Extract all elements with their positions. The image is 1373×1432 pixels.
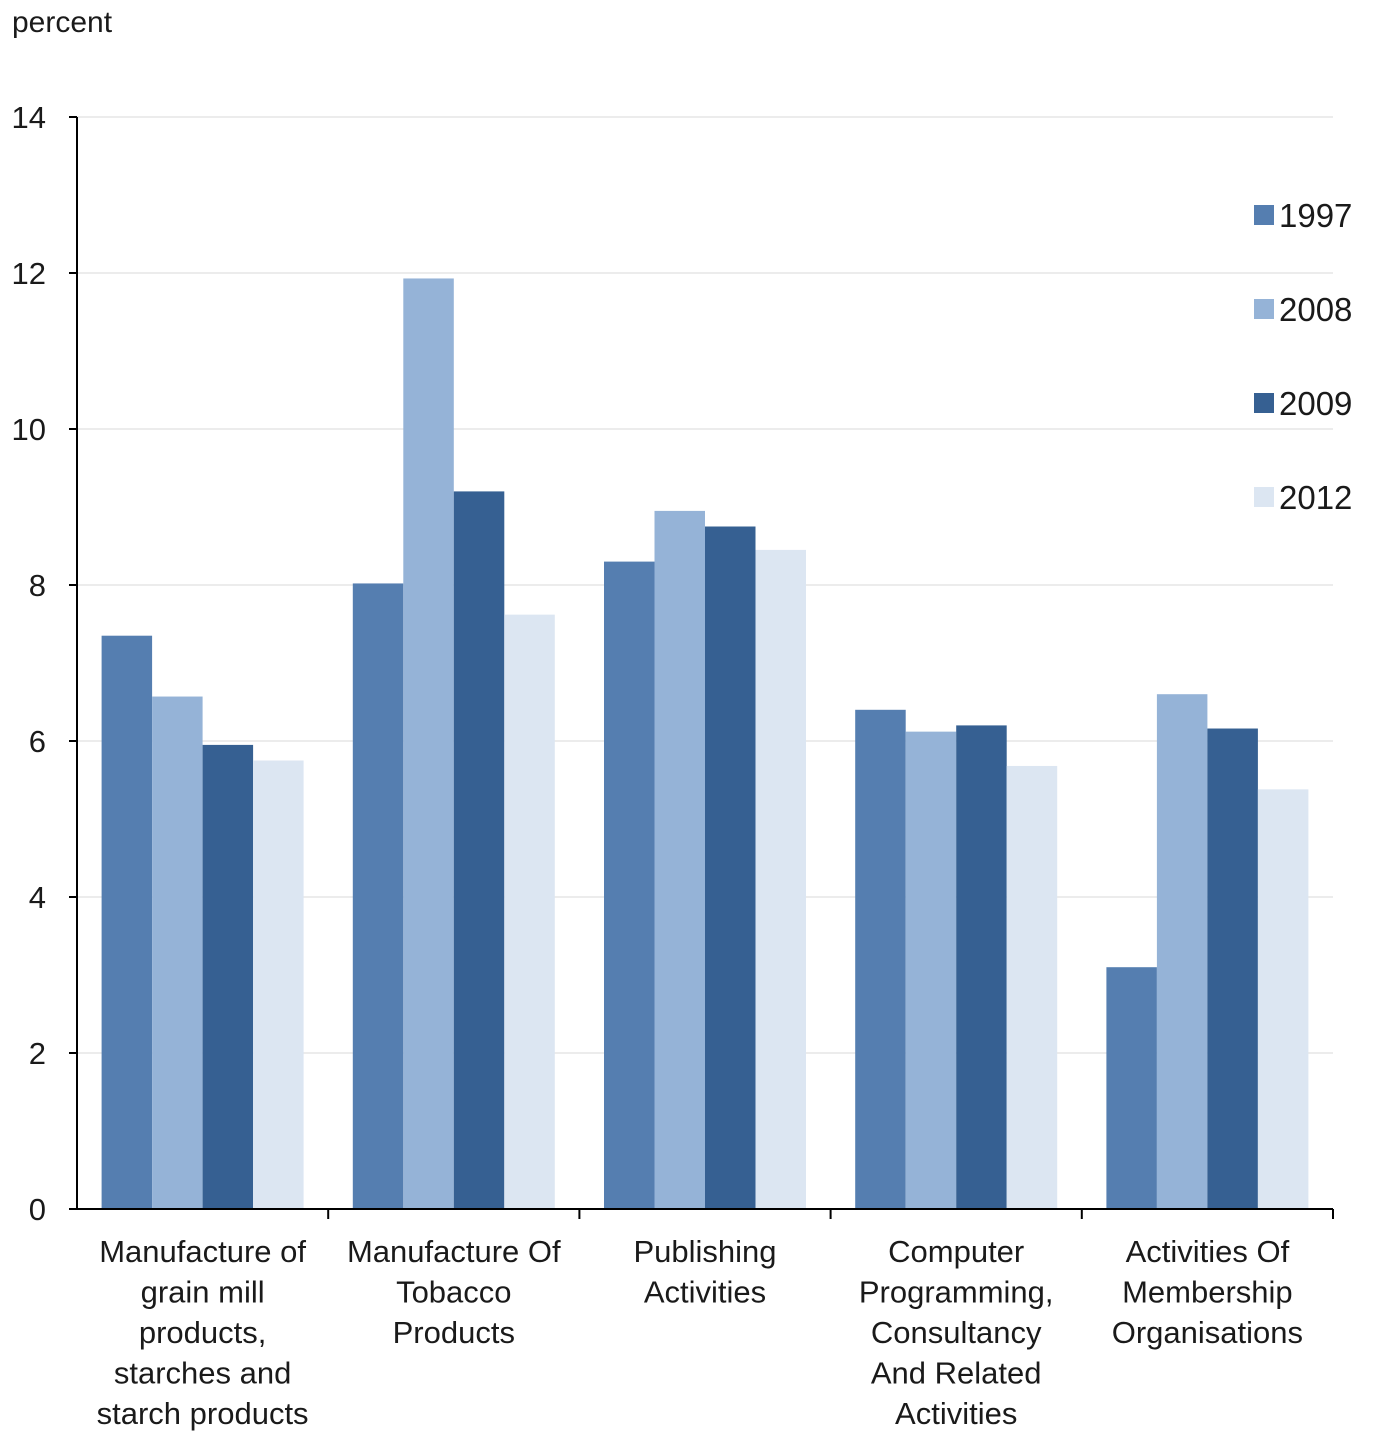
bar-2008 <box>403 278 454 1210</box>
legend-label: 2009 <box>1279 385 1352 422</box>
bar-1997 <box>101 635 153 1209</box>
bar-1997 <box>604 561 655 1209</box>
category-label-line: grain mill <box>141 1275 265 1310</box>
bar-2008 <box>905 731 957 1209</box>
legend: 1997 2008 2009 2012 <box>1254 197 1352 516</box>
category-label-line: Publishing <box>633 1234 776 1269</box>
legend-label: 2008 <box>1279 291 1352 328</box>
category-label-line: Tobacco <box>396 1275 511 1310</box>
legend-swatch-2009 <box>1254 393 1274 413</box>
category-label-line: products, <box>139 1315 267 1350</box>
legend-swatch-1997 <box>1254 205 1274 225</box>
y-tick-label: 12 <box>12 256 46 291</box>
category-label-line: Activities <box>644 1275 766 1310</box>
y-tick-label: 4 <box>29 880 46 915</box>
category-label: Activities Of Membership Organisations <box>1112 1234 1303 1350</box>
bar-2012 <box>1006 765 1058 1209</box>
category-label-line: Programming, <box>859 1275 1054 1310</box>
y-tick-label: 2 <box>29 1036 46 1071</box>
bar-2009 <box>1207 728 1258 1209</box>
y-tick-label: 0 <box>29 1192 46 1227</box>
category-label-line: Products <box>393 1315 515 1350</box>
bar-2009 <box>956 725 1007 1209</box>
bar-2009 <box>453 491 505 1209</box>
category-label-line: Manufacture of <box>99 1234 306 1269</box>
legend-label: 1997 <box>1279 197 1352 234</box>
category-label-line: Manufacture Of <box>347 1234 561 1269</box>
bar-2012 <box>1257 789 1309 1209</box>
bars <box>101 278 1309 1210</box>
y-tick-label: 6 <box>29 724 46 759</box>
category-label: Computer Programming, Consultancy And Relat… <box>859 1234 1054 1431</box>
category-label-line: Activities Of <box>1126 1234 1290 1269</box>
bar-2008 <box>1156 694 1208 1209</box>
y-tick-label: 10 <box>12 412 46 447</box>
bar-1997 <box>352 583 404 1209</box>
axes <box>69 116 1334 1219</box>
bar-2008 <box>152 696 203 1209</box>
y-tick-label: 8 <box>29 568 46 603</box>
legend-swatch-2012 <box>1254 487 1274 507</box>
category-label-line: starches and <box>114 1356 292 1391</box>
legend-label: 2012 <box>1279 479 1352 516</box>
bar-1997 <box>1106 967 1157 1209</box>
bar-2009 <box>202 744 254 1209</box>
bar-2012 <box>504 614 555 1209</box>
category-label-line: Computer <box>888 1234 1024 1269</box>
category-label-line: Activities <box>895 1396 1017 1431</box>
category-label-line: Organisations <box>1112 1315 1303 1350</box>
bar-2012 <box>253 760 304 1209</box>
bar-2012 <box>755 549 806 1209</box>
category-label-line: Membership <box>1122 1275 1293 1310</box>
y-tick-labels: 0 2 4 6 8 10 12 14 <box>12 100 46 1227</box>
category-label-line: And Related <box>871 1356 1042 1391</box>
category-label-line: starch products <box>97 1396 309 1431</box>
x-category-labels: Manufacture of grain mill products, starche… <box>97 1234 1303 1431</box>
category-label: Manufacture Of Tobacco Products <box>347 1234 561 1350</box>
y-axis-label: percent <box>12 6 113 39</box>
category-label: Manufacture of grain mill products, starche… <box>97 1234 309 1431</box>
legend-swatch-2008 <box>1254 299 1274 319</box>
y-tick-label: 14 <box>12 100 46 135</box>
bar-2009 <box>705 526 756 1209</box>
category-label-line: Consultancy <box>871 1315 1042 1350</box>
category-label: Publishing Activities <box>633 1234 776 1310</box>
bar-2008 <box>654 510 705 1209</box>
bar-1997 <box>855 709 906 1209</box>
